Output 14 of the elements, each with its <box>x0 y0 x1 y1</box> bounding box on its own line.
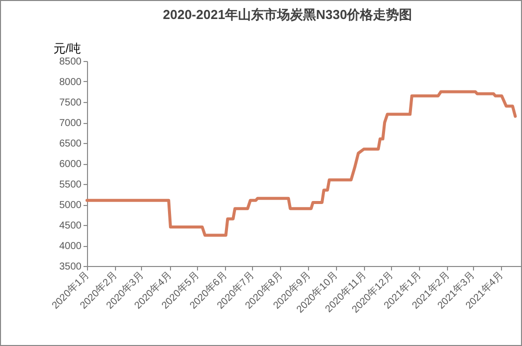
y-tick-label: 4500 <box>59 220 82 232</box>
y-axis-title: 元/吨 <box>54 42 81 56</box>
line-series <box>86 90 517 237</box>
y-tick-label: 6000 <box>59 159 82 170</box>
y-tick-label: 8500 <box>59 56 82 68</box>
y-tick-label: 5000 <box>59 200 82 211</box>
y-tick-label: 8000 <box>59 77 82 88</box>
y-tick-label: 7500 <box>59 98 82 108</box>
y-tick-label: 6500 <box>59 138 82 150</box>
y-tick-label: 5500 <box>59 180 82 190</box>
y-tick-label: 7000 <box>59 118 82 129</box>
chart-title: 2020-2021年山东市场炭黑N330价格走势图 <box>162 7 412 22</box>
y-tick-label: 3500 <box>59 262 82 272</box>
y-tick-label: 4000 <box>59 241 82 252</box>
